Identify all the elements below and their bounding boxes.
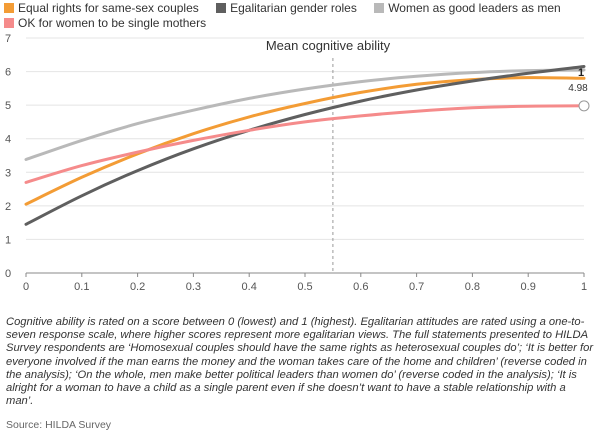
annotation-value-label: 4.98 bbox=[568, 83, 588, 94]
x-tick-label: 0.3 bbox=[186, 281, 201, 293]
series-line[interactable] bbox=[24, 65, 586, 226]
chart-legend: Equal rights for same-sex couples Egalit… bbox=[4, 1, 596, 31]
series-lines bbox=[24, 65, 586, 226]
series-line[interactable] bbox=[24, 68, 586, 161]
x-tick-label: 0.9 bbox=[521, 281, 536, 293]
legend-label: OK for women to be single mothers bbox=[18, 16, 207, 30]
source-note: Source: HILDA Survey bbox=[6, 419, 112, 431]
axis-ticks: 0 1 2 3 4 5 6 7 0 0.1 0.2 0.3 0.4 0.5 0.6 0.7 0.8 0.9 1 bbox=[5, 33, 587, 293]
chart-title: Mean cognitive ability bbox=[266, 38, 391, 53]
y-tick-label: 3 bbox=[5, 167, 11, 179]
x-tick-label: 0 bbox=[23, 281, 29, 293]
y-tick-label: 4 bbox=[5, 134, 11, 146]
legend-item-egalitarian-gender-roles[interactable]: Egalitarian gender roles bbox=[216, 1, 357, 16]
legend-item-equal-rights[interactable]: Equal rights for same-sex couples bbox=[4, 1, 199, 16]
line-chart: 0 1 2 3 4 5 6 7 0 0.1 0.2 0.3 0.4 0.5 0.6 0.7 0.8 0.9 1 Me… bbox=[5, 33, 590, 293]
annotations: 14.98 bbox=[568, 67, 590, 112]
y-tick-label: 0 bbox=[5, 268, 11, 280]
annotation-label: 1 bbox=[578, 67, 584, 79]
legend-label: Equal rights for same-sex couples bbox=[18, 1, 199, 15]
grid-lines bbox=[25, 37, 585, 277]
y-tick-label: 6 bbox=[5, 67, 11, 79]
y-tick-label: 7 bbox=[5, 33, 11, 45]
x-tick-label: 0.8 bbox=[465, 281, 480, 293]
legend-swatch bbox=[4, 3, 14, 13]
legend-item-single-mothers[interactable]: OK for women to be single mothers bbox=[4, 16, 206, 31]
x-tick-label: 0.6 bbox=[353, 281, 368, 293]
y-tick-label: 2 bbox=[5, 201, 11, 213]
hover-point-marker[interactable] bbox=[578, 100, 590, 112]
legend-swatch bbox=[4, 18, 14, 28]
x-tick-label: 0.4 bbox=[242, 281, 257, 293]
x-tick-label: 0.2 bbox=[130, 281, 145, 293]
legend-label: Egalitarian gender roles bbox=[230, 1, 357, 15]
x-tick-label: 0.1 bbox=[74, 281, 89, 293]
y-tick-label: 5 bbox=[5, 100, 11, 112]
y-tick-label: 1 bbox=[5, 234, 11, 246]
legend-label: Women as good leaders as men bbox=[388, 1, 561, 15]
x-tick-label: 0.7 bbox=[409, 281, 424, 293]
x-tick-label: 0.5 bbox=[297, 281, 312, 293]
legend-item-women-leaders[interactable]: Women as good leaders as men bbox=[374, 1, 561, 16]
chart-caption: Cognitive ability is rated on a score be… bbox=[6, 316, 594, 408]
x-tick-label: 1 bbox=[581, 281, 587, 293]
series-line[interactable] bbox=[24, 76, 586, 206]
legend-swatch bbox=[216, 3, 227, 13]
legend-swatch bbox=[374, 3, 385, 13]
series-line[interactable] bbox=[24, 104, 586, 184]
